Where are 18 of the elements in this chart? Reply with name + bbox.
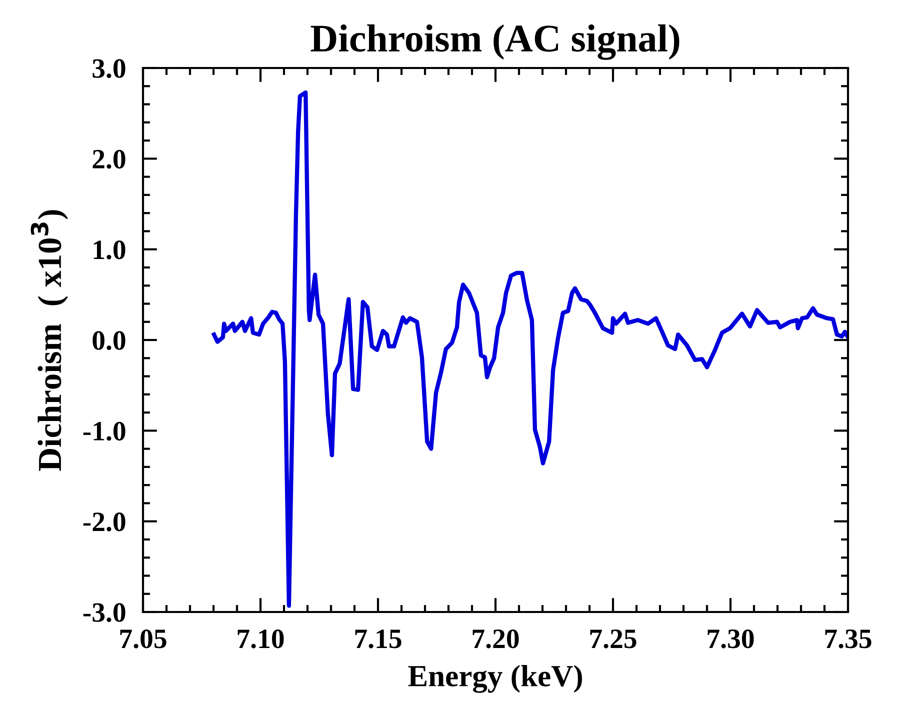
chart-title: Dichroism (AC signal) <box>310 24 680 60</box>
x-tick-label: 7.25 <box>590 630 636 648</box>
y-tick-label: 0.0 <box>92 331 126 350</box>
y-tick-label: -3.0 <box>83 603 126 622</box>
x-tick-label: 7.10 <box>238 629 284 648</box>
x-tick-label: 7.15 <box>355 630 402 648</box>
y-tick-label: -2.0 <box>83 512 126 532</box>
y-tick-label: 1.0 <box>94 240 126 260</box>
x-tick-label: 7.30 <box>708 629 754 648</box>
y-tick-label: 3.0 <box>92 59 126 78</box>
line-series <box>212 90 848 608</box>
y-tick-label: 2.0 <box>92 150 126 169</box>
x-tick-label: 7.05 <box>120 629 166 648</box>
y-tick-label: -1.0 <box>83 422 126 441</box>
x-tick-label: 7.20 <box>472 629 519 648</box>
x-axis-title: Energy (keV) <box>408 664 582 693</box>
y-axis-title: Dichroism ( x10$^{3}$) <box>30 210 68 471</box>
x-tick-label: 7.35 <box>825 630 872 648</box>
